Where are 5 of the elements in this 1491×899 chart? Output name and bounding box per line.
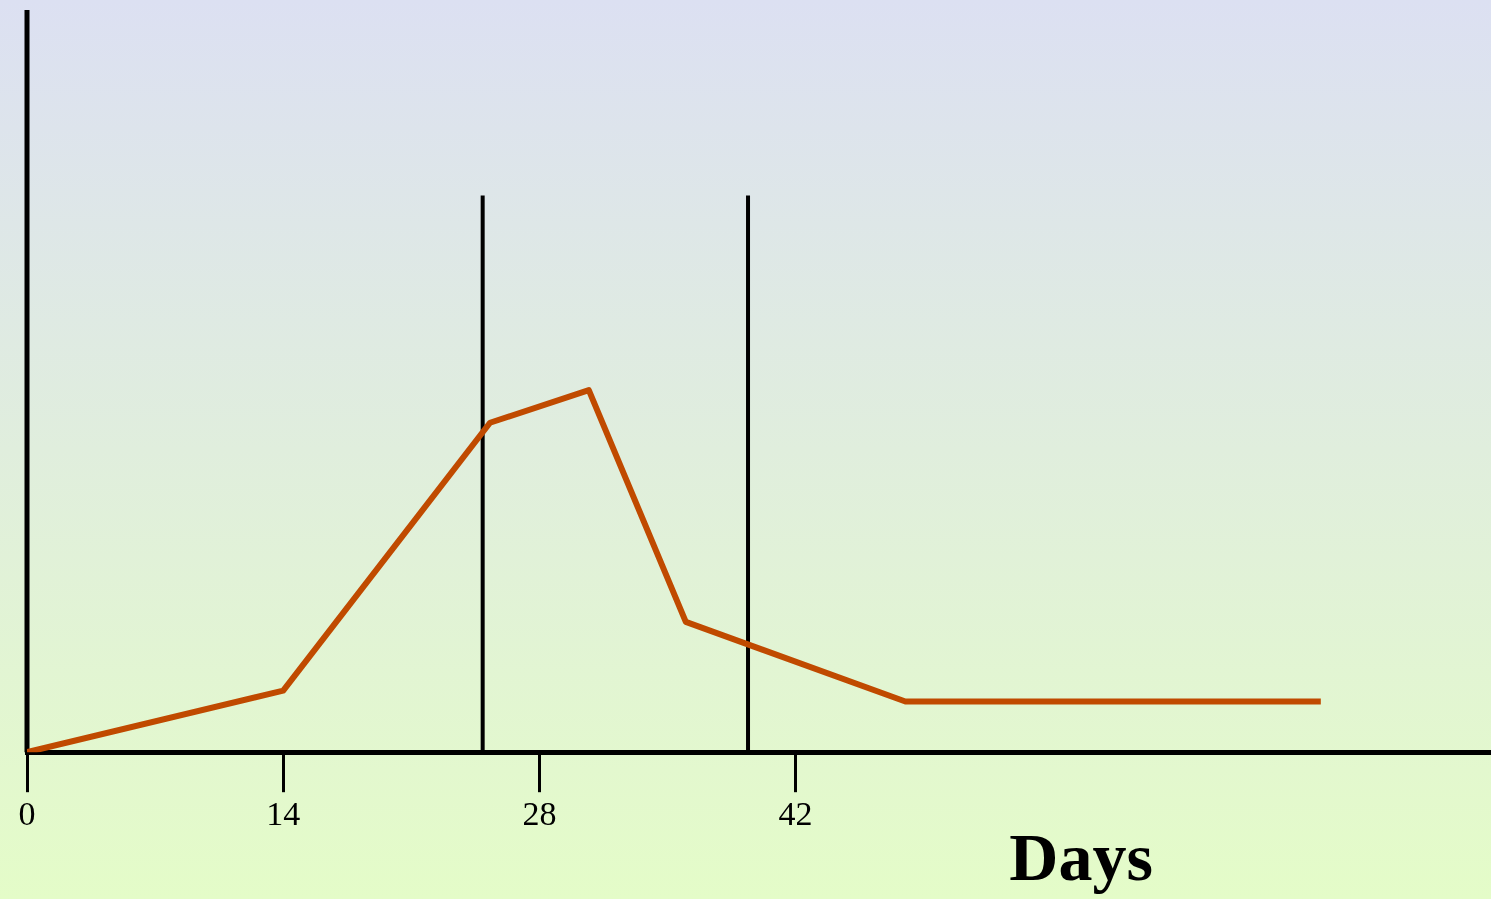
x-axis-title: Days xyxy=(1009,819,1153,895)
x-tick-label: 28 xyxy=(522,794,557,832)
x-tick-label: 0 xyxy=(18,794,36,832)
x-tick-label: 14 xyxy=(266,794,301,832)
x-tick-label: 42 xyxy=(778,794,813,832)
